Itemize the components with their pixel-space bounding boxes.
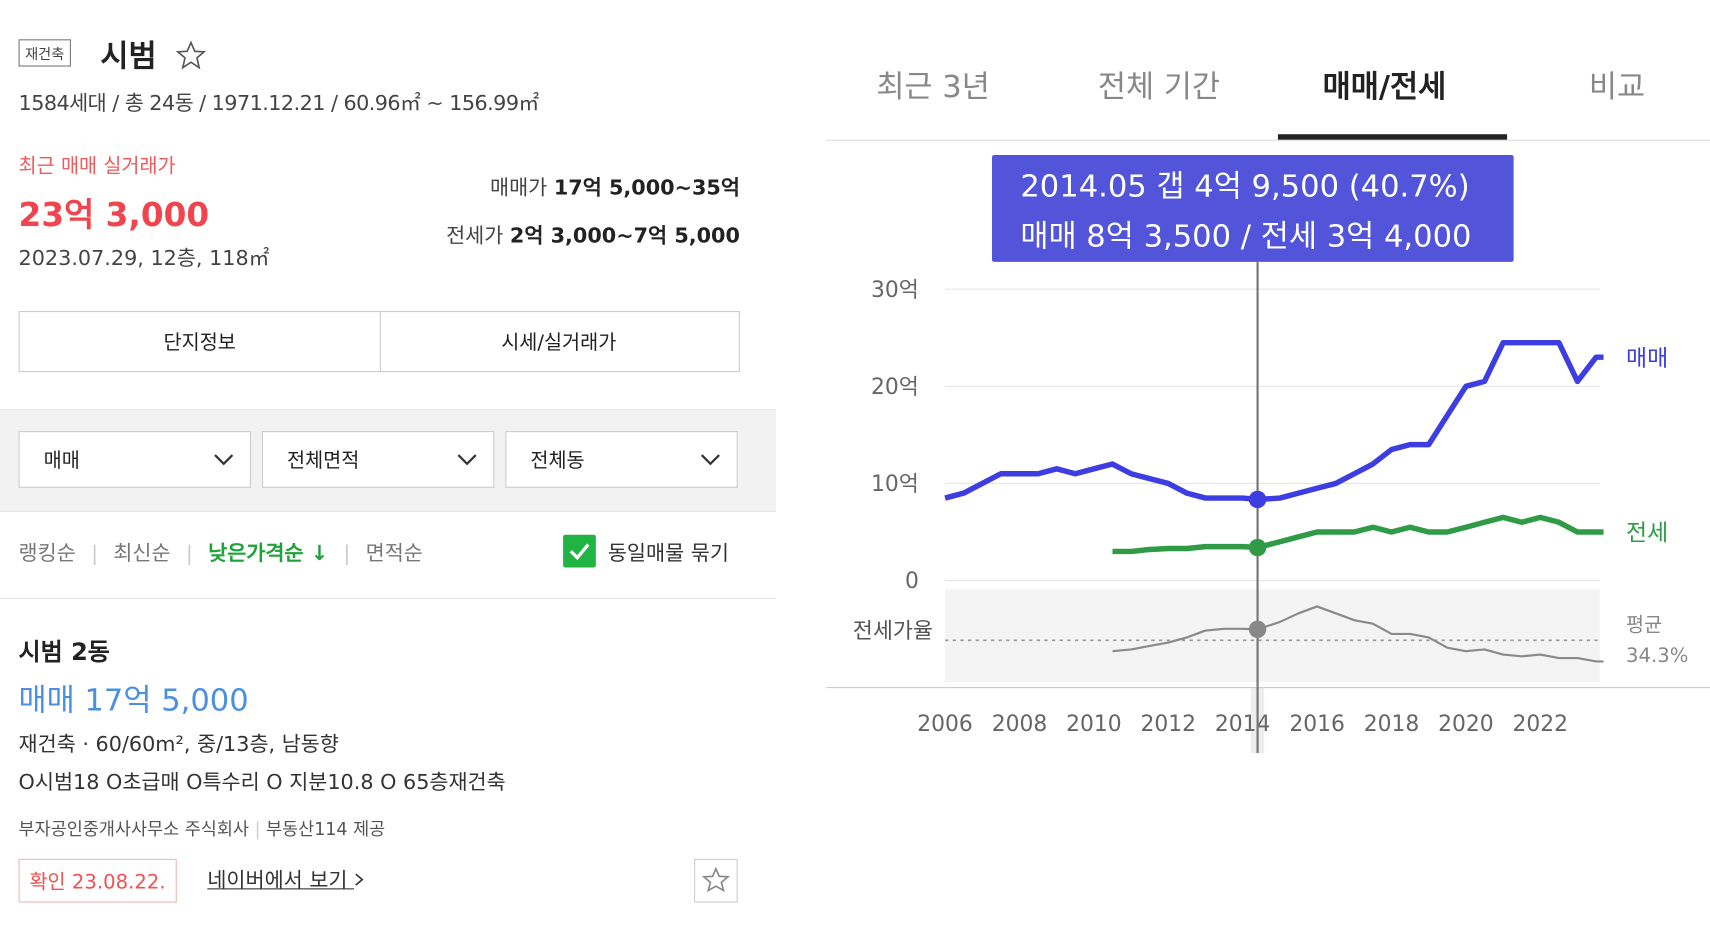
tab-line — [826, 139, 1710, 141]
sort[interactable]: 최신순 — [113, 541, 171, 566]
label: 매매 — [43, 449, 80, 473]
x-tick-label: 2022 — [1513, 712, 1569, 737]
item-title: 시범 2동 — [18, 639, 110, 667]
highlight-point — [1248, 538, 1267, 557]
jeonse-range: 전세가 2억 3,000~7억 5,000 — [446, 219, 740, 248]
complex-info: 1584세대 / 총 24동 / 1971.12.21 / 60.96㎡ ~ 1… — [18, 91, 540, 116]
recent-label: 최근 매매 실거래가 — [18, 154, 176, 178]
checkbox-label[interactable]: 동일매물 묶기 — [607, 541, 729, 566]
value: 17억 5,000~35억 — [553, 175, 740, 200]
label: 전체면적 — [287, 449, 360, 473]
highlight-point — [1248, 490, 1267, 509]
chart-tab-active[interactable]: 매매/전세 — [1322, 68, 1447, 105]
y-tick-label: 10억 — [871, 472, 919, 497]
tooltip-line: 매매 8억 3,500 / 전세 3억 4,000 — [1020, 218, 1472, 255]
sort-options: 랭킹순 | 최신순 | 낮은가격순 ↓ | 면적순 — [18, 541, 423, 566]
chart: 0 10억 20억 30억 2006 2008 2010 2012 2014 2016 2018 20… — [826, 261, 1710, 753]
agent: 부자공인중개사사무소 주식회사 — [18, 818, 250, 840]
item-price: 매매 17억 5,000 — [18, 682, 249, 719]
ratio-axis-label: 전세가율 — [853, 619, 933, 644]
highlight-point — [1248, 620, 1267, 639]
y-tick-label: 20억 — [871, 375, 919, 400]
source: 부동산114 제공 — [266, 818, 386, 840]
tab-button[interactable]: 시세/실거래가 — [378, 311, 740, 373]
label: 네이버에서 보기 — [207, 868, 348, 893]
label: 전세가 — [446, 223, 504, 248]
item-desc: O시범18 O초급매 O특수리 O 지분10.8 O 65층재건축 — [18, 770, 506, 795]
chart-tab[interactable]: 전체 기간 — [1097, 68, 1221, 105]
tab-button[interactable]: 단지정보 — [18, 311, 381, 373]
y-tick-label: 30억 — [871, 278, 919, 303]
sale-range: 매매가 17억 5,000~35억 — [490, 171, 740, 200]
ratio-panel — [945, 589, 1600, 683]
value: 2억 3,000~7억 5,000 — [509, 223, 740, 248]
legend-label: 전세 — [1626, 521, 1668, 547]
y-tick-label: 0 — [905, 569, 919, 594]
x-tick-label: 2014 — [1215, 712, 1271, 737]
average-value: 34.3% — [1626, 644, 1688, 667]
recent-price: 23억 3,000 — [18, 196, 210, 235]
recent-detail: 2023.07.29, 12층, 118㎡ — [18, 246, 270, 271]
x-tick-label: 2020 — [1438, 712, 1494, 737]
item-favorite[interactable] — [694, 858, 738, 903]
series-line — [1112, 605, 1604, 663]
divider — [0, 598, 776, 600]
chart-tab[interactable]: 비교 — [1588, 68, 1646, 105]
sort[interactable]: 면적순 — [365, 541, 423, 566]
average-label: 평균 — [1626, 614, 1662, 637]
label: 전체동 — [530, 449, 585, 473]
x-tick-label: 2018 — [1364, 712, 1420, 737]
tab-indicator — [1277, 134, 1508, 140]
item-spec: 재건축 · 60/60m², 중/13층, 남동향 — [18, 732, 339, 757]
checkbox[interactable] — [563, 534, 596, 568]
series-line — [944, 339, 1604, 503]
label: 매매가 — [490, 175, 548, 200]
chart-tab[interactable]: 최근 3년 — [876, 68, 990, 105]
x-tick-label: 2006 — [917, 712, 973, 737]
sort[interactable]: 랭킹순 — [18, 541, 76, 566]
tooltip-line: 2014.05 갭 4억 9,500 (40.7%) — [1020, 168, 1470, 205]
external-link[interactable]: 네이버에서 보기 — [207, 864, 365, 893]
x-tick-label: 2016 — [1289, 712, 1345, 737]
confirm-date: 확인 23.08.22. — [18, 858, 177, 903]
filter-select[interactable]: 전체동 — [505, 431, 738, 488]
filter-select[interactable]: 매매 — [18, 431, 251, 488]
sort-active[interactable]: 낮은가격순 ↓ — [208, 541, 329, 566]
tooltip: 2014.05 갭 4억 9,500 (40.7%) 매매 8억 3,500 / … — [991, 154, 1514, 262]
badge: 재건축 — [18, 39, 71, 67]
legend-label: 매매 — [1626, 346, 1668, 372]
x-tick-label: 2012 — [1141, 712, 1197, 737]
favorite-icon[interactable] — [175, 39, 208, 72]
complex-name: 시범 — [100, 38, 157, 75]
x-tick-label: 2008 — [992, 712, 1048, 737]
series-line — [1112, 514, 1604, 555]
x-tick-label: 2010 — [1066, 712, 1122, 737]
item-agent: 부자공인중개사사무소 주식회사 | 부동산114 제공 — [18, 818, 386, 840]
filter-select[interactable]: 전체면적 — [261, 431, 495, 488]
